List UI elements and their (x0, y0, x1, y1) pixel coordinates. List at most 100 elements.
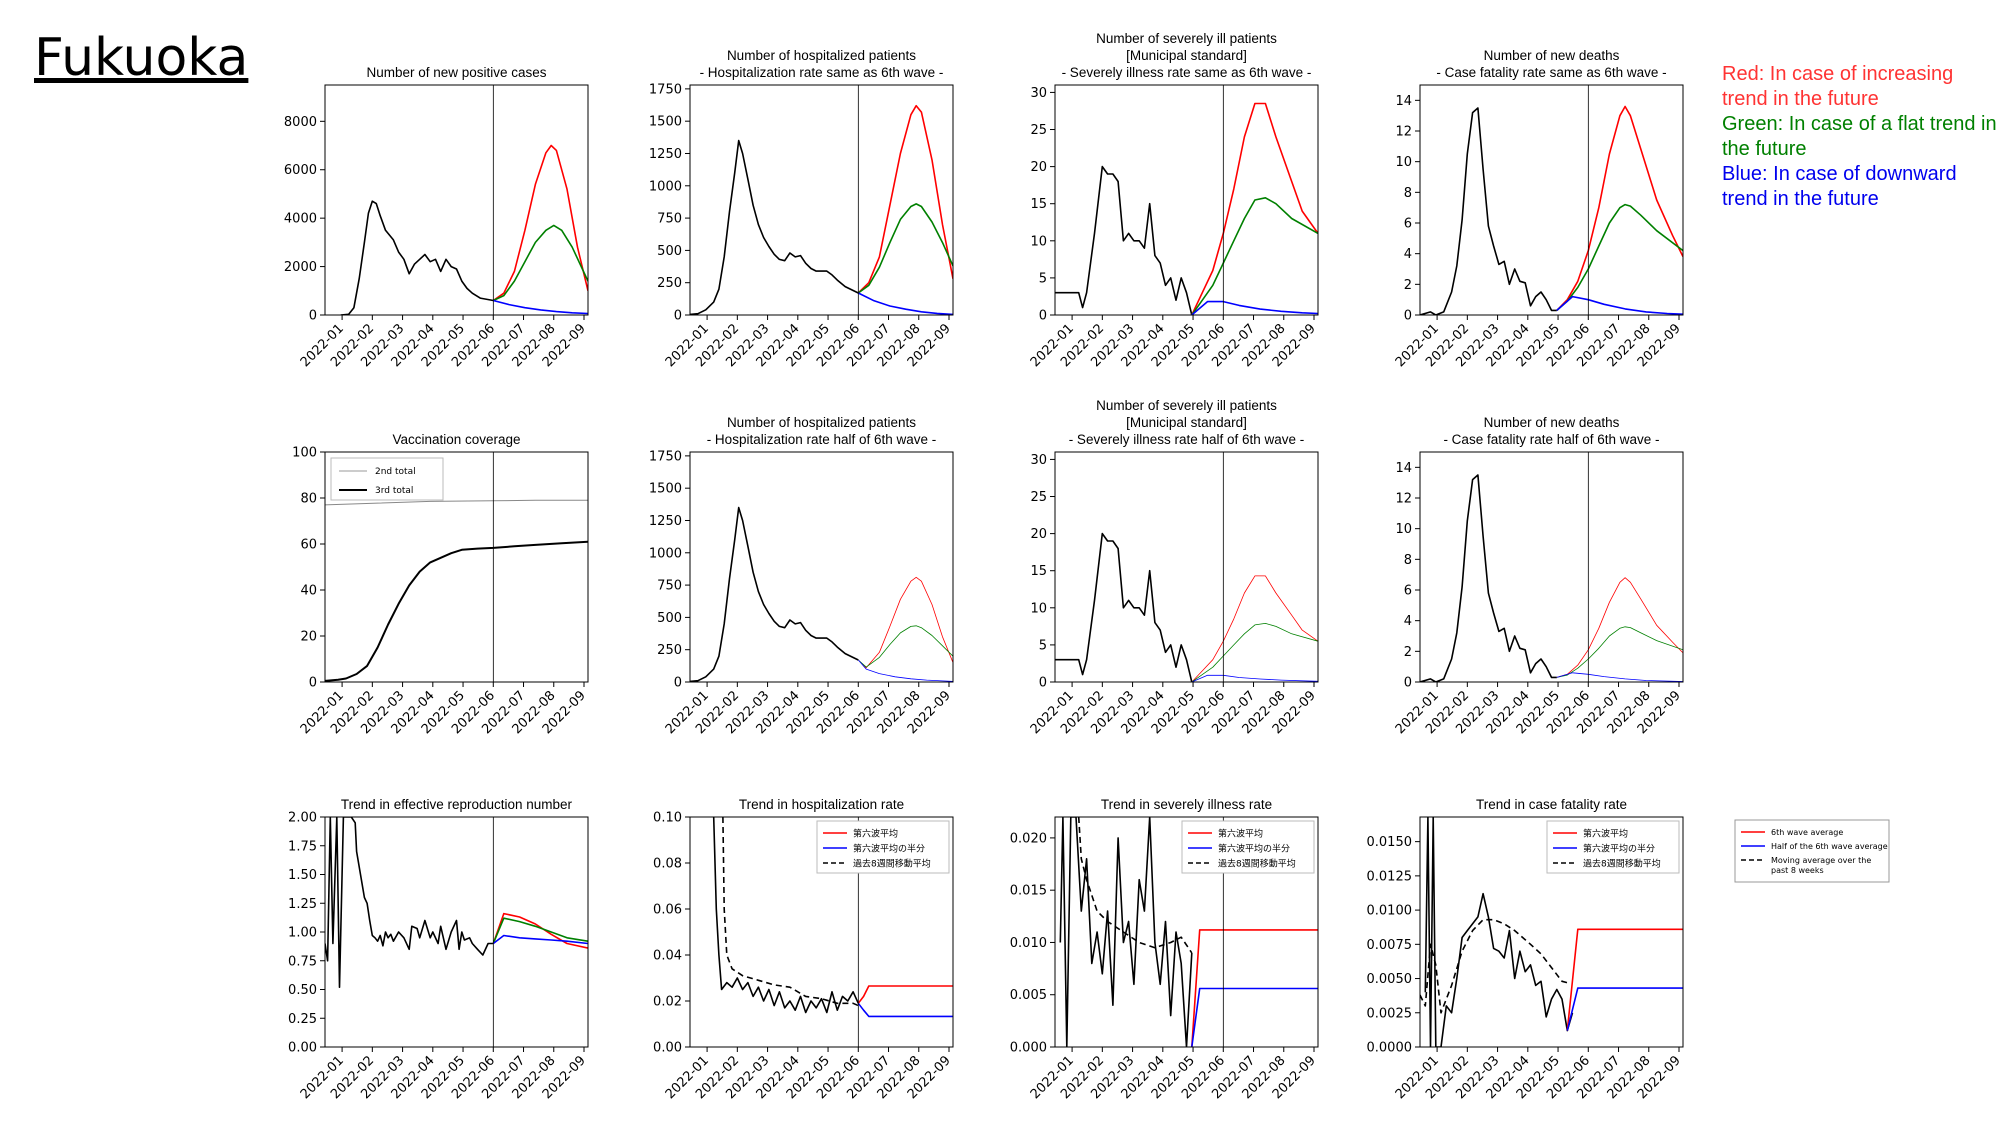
y-tick-label: 10 (1030, 601, 1047, 616)
y-tick-label: 1500 (649, 115, 682, 130)
series-line (1191, 623, 1318, 682)
y-tick-label: 100 (292, 446, 317, 461)
series-line (857, 292, 953, 315)
y-tick-label: 0.0000 (1367, 1041, 1413, 1056)
y-tick-label: 1000 (649, 546, 682, 561)
chart-title: Number of hospitalized patients (727, 415, 916, 430)
plot-frame (324, 816, 589, 1048)
y-tick-label: 6000 (284, 163, 317, 178)
legend-label: 第六波平均の半分 (1583, 843, 1655, 855)
chart-reproduction: Trend in effective reproduction number 0.… (288, 797, 589, 1102)
chart-title: Trend in effective reproduction number (341, 797, 573, 812)
y-tick-label: 5 (1039, 638, 1047, 653)
y-tick-label: 0.02 (653, 995, 682, 1010)
series-line (1556, 672, 1683, 682)
series-line (325, 817, 494, 988)
chart-title: Number of severely ill patients (1096, 398, 1277, 413)
series-line (857, 659, 953, 682)
series-group (1055, 102, 1318, 315)
side-legend-line-1: Moving average over the (1771, 856, 1871, 865)
series-line (1191, 197, 1318, 315)
chart-hospitalized-6th: Number of hospitalized patients - Hospita… (649, 48, 954, 370)
chart-severe-6th: Number of severely ill patients [Municipa… (1028, 31, 1319, 370)
y-tick-label: 30 (1030, 86, 1047, 101)
series-line (1191, 929, 1318, 1047)
series-line (858, 576, 953, 669)
y-tick-label: 0 (1404, 676, 1412, 691)
y-tick-label: 0.0075 (1367, 938, 1413, 953)
series-line (493, 299, 588, 315)
y-tick-label: 1250 (649, 514, 682, 529)
chart-title: - Severely illness rate same as 6th wave… (1062, 65, 1312, 80)
legend-label: 第六波平均の半分 (1218, 843, 1290, 855)
y-tick-label: 250 (657, 276, 682, 291)
series-line (1055, 165, 1193, 315)
y-tick-label: 0.06 (653, 903, 682, 918)
chart-title: Number of new deaths (1484, 415, 1620, 430)
y-tick-label: 0 (674, 309, 682, 324)
y-tick-label: 20 (300, 630, 317, 645)
series-line (325, 540, 588, 682)
series-line (1055, 532, 1193, 682)
side-legend-box (1734, 819, 1890, 883)
legend-label: 3rd total (375, 486, 413, 496)
y-tick-label: 0.00 (653, 1041, 682, 1056)
y-tick-label: 250 (657, 643, 682, 658)
legend-box (330, 457, 444, 501)
y-tick-label: 1.50 (288, 868, 317, 883)
y-tick-label: 20 (1030, 527, 1047, 542)
chart-title: Number of severely ill patients (1096, 31, 1277, 46)
y-tick-label: 0.50 (288, 983, 317, 998)
series-line (1566, 928, 1683, 1031)
series-group (712, 817, 953, 1018)
series-line (1420, 474, 1557, 682)
plot-frame (1419, 816, 1684, 1048)
y-tick-label: 0 (674, 676, 682, 691)
side-legend-label: Half of the 6th wave average (1771, 842, 1888, 851)
side-legend-line-2: past 8 weeks (1771, 866, 1824, 875)
series-line (690, 139, 859, 315)
chart-new-cases: Number of new positive cases 0 2000 4000 600… (284, 65, 589, 370)
chart-title: Vaccination coverage (392, 432, 520, 447)
y-tick-label: 4000 (284, 212, 317, 227)
y-tick-label: 14 (1395, 94, 1412, 109)
legend-label: 第六波平均 (1583, 828, 1628, 840)
y-tick-label: 0 (1039, 309, 1047, 324)
legend-box (1546, 820, 1680, 874)
y-tick-label: 0 (309, 309, 317, 324)
plot-frame (689, 816, 954, 1048)
series-group (1420, 105, 1683, 315)
series-line (1191, 300, 1318, 315)
series-line (492, 144, 588, 302)
chart-title: Trend in hospitalization rate (739, 797, 904, 812)
y-tick-label: 2.00 (288, 811, 317, 826)
y-tick-label: 15 (1030, 564, 1047, 579)
y-tick-label: 6 (1404, 217, 1412, 232)
scenario-legend-blue: Blue: In case of downward trend in the f… (1722, 163, 1957, 210)
legend-box (816, 820, 950, 874)
y-tick-label: 0.04 (653, 949, 682, 964)
chart-vaccination: Vaccination coverage0204060801002022-012… (292, 432, 589, 737)
y-tick-label: 1.00 (288, 926, 317, 941)
legend-label: 第六波平均 (1218, 828, 1263, 840)
y-tick-label: 1500 (649, 482, 682, 497)
series-line (857, 203, 953, 294)
series-line (857, 104, 953, 294)
y-tick-label: 0.000 (1010, 1041, 1047, 1056)
plot-frame (689, 451, 954, 683)
chart-title: - Hospitalization rate same as 6th wave … (700, 65, 944, 80)
series-line (722, 817, 859, 1007)
series-line (492, 917, 588, 944)
y-tick-label: 0.0025 (1367, 1006, 1413, 1021)
side-legend-label: Moving average over the past 8 weeks (1771, 856, 1871, 875)
y-tick-label: 4 (1404, 614, 1412, 629)
series-line (1191, 102, 1318, 315)
y-tick-label: 2000 (284, 260, 317, 275)
scenario-legend-red: Red: In case of increasing trend in the … (1722, 63, 1954, 110)
y-tick-label: 60 (300, 538, 317, 553)
series-line (492, 224, 588, 302)
plot-frame (689, 84, 954, 316)
series-line (1556, 203, 1683, 312)
legend-label: 過去8週間移動平均 (1218, 858, 1296, 870)
